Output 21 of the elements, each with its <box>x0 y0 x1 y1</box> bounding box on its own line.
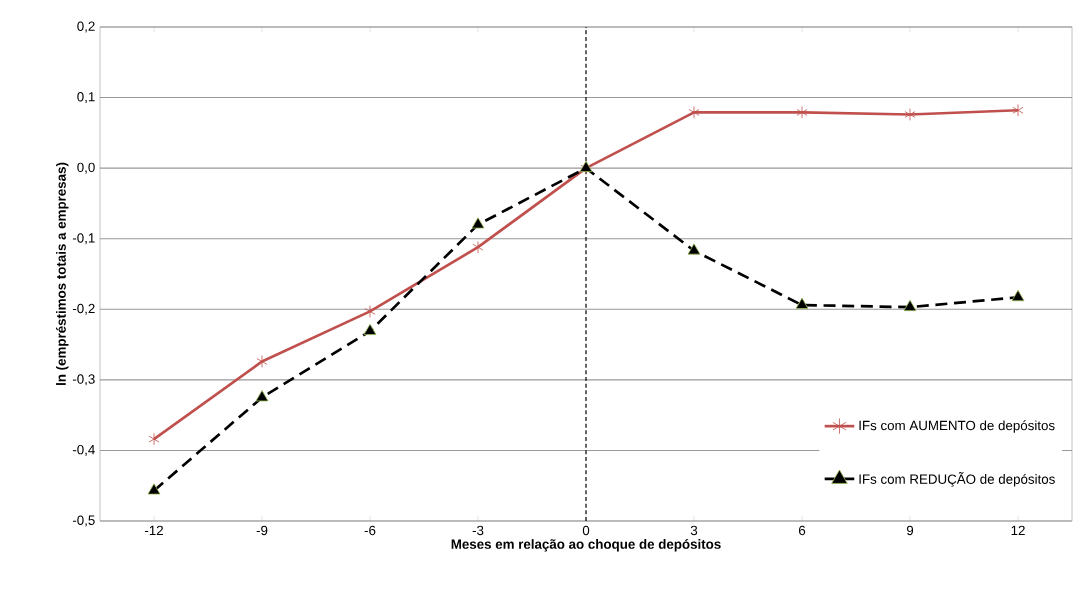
x-tick-label: 9 <box>906 525 914 536</box>
y-tick-label: -0,4 <box>72 444 95 456</box>
x-tick-label: 6 <box>798 525 806 536</box>
y-tick-label: 0,1 <box>77 92 95 104</box>
y-tick-label: -0,2 <box>72 303 95 315</box>
y-tick-label: -0,1 <box>72 233 95 245</box>
x-tick-label: -12 <box>144 525 163 536</box>
legend-label: IFs com REDUÇÃO de depósitos <box>859 472 1055 487</box>
y-tick-label: 0,2 <box>77 21 95 33</box>
x-tick-label: -3 <box>472 525 484 536</box>
y-tick-label: 0,0 <box>77 162 95 174</box>
y-tick-label: -0,3 <box>72 374 95 386</box>
y-axis-title: ln (empréstimos totais a empresas) <box>55 162 69 385</box>
x-tick-label: -9 <box>256 525 268 536</box>
y-tick-label: -0,5 <box>72 515 95 527</box>
x-axis-title: Meses em relação ao choque de depósitos <box>451 538 721 552</box>
x-tick-label: 12 <box>1011 525 1025 536</box>
x-tick-label: -6 <box>364 525 376 536</box>
legend-label: IFs com AUMENTO de depósitos <box>859 420 1055 433</box>
x-tick-label: 3 <box>690 525 698 536</box>
x-tick-label: 0 <box>582 525 590 536</box>
